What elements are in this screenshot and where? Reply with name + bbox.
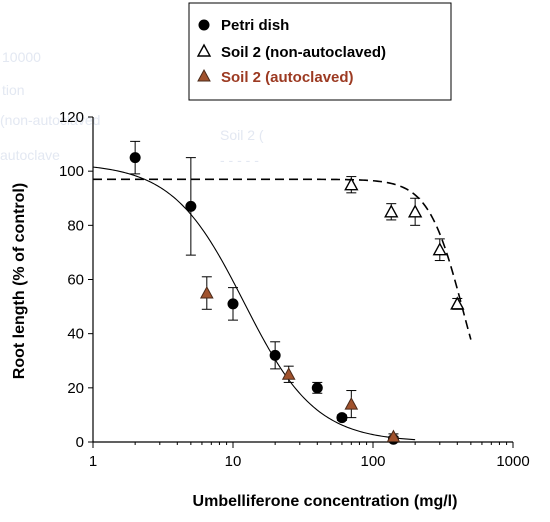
legend-marker-soil2-autoclaved bbox=[197, 68, 211, 82]
data-point-soil-2-non-autoclaved bbox=[384, 204, 399, 218]
x-axis-title: Umbelliferone concentration (mg/l) bbox=[193, 493, 458, 510]
svg-text:- - - - -: - - - - - bbox=[220, 152, 259, 168]
legend: Petri dish Soil 2 (non-autoclaved) Soil … bbox=[188, 2, 452, 101]
fit-curve-petri-dish bbox=[92, 166, 416, 441]
x-tick-label: 1 bbox=[89, 453, 97, 470]
data-point-petri-dish bbox=[269, 349, 281, 361]
y-tick-label: 20 bbox=[67, 380, 84, 397]
data-point-petri-dish bbox=[336, 412, 348, 424]
legend-label-petri-dish: Petri dish bbox=[221, 17, 289, 34]
data-point-soil-2-non-autoclaved bbox=[450, 296, 465, 310]
fit-curve-soil2-non-autoclaved bbox=[93, 178, 472, 340]
svg-text:autoclave: autoclave bbox=[0, 147, 60, 163]
data-point-soil-2-non-autoclaved bbox=[344, 177, 359, 191]
svg-text:Soil 2 (: Soil 2 ( bbox=[220, 127, 264, 143]
data-point-soil-2-autoclaved bbox=[199, 285, 214, 299]
legend-marker-petri-dish bbox=[198, 19, 210, 31]
y-tick-label: 0 bbox=[76, 434, 84, 451]
data-point-petri-dish bbox=[311, 382, 323, 394]
x-tick-label: 1000 bbox=[496, 453, 529, 470]
data-point-petri-dish bbox=[227, 298, 239, 310]
legend-label-soil2-non-autoclaved: Soil 2 (non-autoclaved) bbox=[221, 44, 386, 61]
data-point-soil-2-autoclaved bbox=[281, 367, 296, 380]
legend-marker-soil2-non-autoclaved bbox=[196, 43, 212, 57]
x-tick-label: 100 bbox=[360, 453, 385, 470]
fit-curves bbox=[92, 166, 472, 441]
svg-text:(non-autoclaved: (non-autoclaved bbox=[0, 112, 100, 128]
y-axis-ticks: 0 20 40 60 80 100 120 bbox=[59, 109, 93, 451]
background-artifacts: 10000 tion (non-autoclaved autoclave Soi… bbox=[0, 49, 264, 168]
svg-text:tion: tion bbox=[2, 82, 25, 98]
data-point-soil-2-autoclaved bbox=[386, 429, 401, 443]
svg-text:10000: 10000 bbox=[2, 49, 41, 65]
y-tick-label: 100 bbox=[59, 163, 84, 180]
y-tick-label: 60 bbox=[67, 272, 84, 289]
data-point-soil-2-non-autoclaved bbox=[407, 204, 423, 218]
x-axis-ticks: 1 10 100 1000 bbox=[89, 442, 530, 470]
data-point-soil-2-non-autoclaved bbox=[432, 242, 447, 256]
data-point-petri-dish bbox=[129, 152, 141, 164]
legend-label-soil2-autoclaved: Soil 2 (autoclaved) bbox=[221, 69, 354, 86]
y-tick-label: 80 bbox=[67, 217, 84, 234]
x-tick-label: 10 bbox=[225, 453, 242, 470]
y-tick-label: 40 bbox=[67, 326, 84, 343]
data-markers bbox=[129, 152, 465, 445]
y-tick-label: 120 bbox=[59, 109, 84, 126]
y-axis-title: Root length (% of control) bbox=[11, 183, 28, 379]
data-point-soil-2-autoclaved bbox=[344, 397, 359, 410]
legend-box bbox=[188, 2, 452, 101]
data-point-petri-dish bbox=[185, 200, 197, 212]
error-bars bbox=[130, 140, 463, 443]
